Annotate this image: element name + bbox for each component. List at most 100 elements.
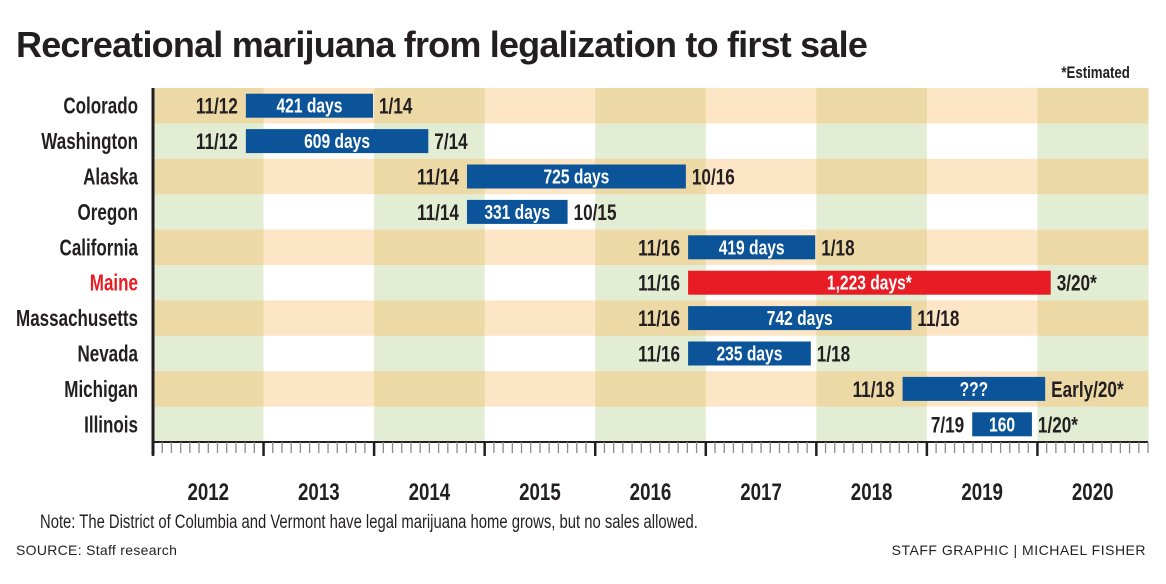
grid-cell — [484, 265, 596, 301]
state-label-massachusetts: Massachusetts — [16, 307, 138, 332]
grid-cell — [705, 406, 817, 443]
bar-alaska — [466, 164, 686, 189]
grid-cell — [263, 229, 375, 266]
legalization-date-label: 11/18 — [853, 378, 895, 403]
grid-cell — [705, 88, 817, 124]
grid-cell — [595, 406, 707, 443]
legalization-date-label: 11/14 — [417, 166, 459, 191]
grid-cell — [926, 229, 1038, 266]
grid-cell — [374, 194, 486, 231]
grid-cell — [926, 300, 1038, 337]
grid-cell — [816, 123, 928, 160]
grid-cell — [705, 194, 817, 231]
estimated-footnote: *Estimated — [1061, 63, 1130, 82]
grid-cell — [816, 158, 928, 195]
legalization-date-label: 11/16 — [638, 307, 680, 332]
year-tick-label: 2016 — [630, 479, 672, 506]
bar-duration-label: 160 — [989, 413, 1015, 435]
grid-cell — [595, 123, 707, 160]
first-sale-date-label: 1/20* — [1038, 413, 1078, 438]
bar-massachusetts — [688, 306, 912, 331]
grid-cell — [595, 88, 707, 124]
grid-cell — [705, 123, 817, 160]
first-sale-date-label: 10/16 — [692, 166, 735, 191]
grid-cell — [705, 371, 817, 408]
grid-cell — [595, 371, 707, 408]
first-sale-date-label: 1/18 — [817, 343, 850, 368]
grid-cell — [484, 300, 596, 337]
grid-cell — [816, 194, 928, 231]
state-label-maine: Maine — [90, 271, 138, 296]
grid-cell — [1037, 229, 1149, 266]
bar-illinois — [972, 412, 1032, 437]
grid-cell — [1037, 371, 1149, 408]
bar-california — [688, 235, 816, 260]
chart-title: Recreational marijuana from legalization… — [16, 24, 868, 65]
grid-cell — [153, 335, 265, 372]
grid-cell — [153, 300, 265, 337]
state-label-colorado: Colorado — [63, 94, 138, 119]
grid-cell — [595, 300, 707, 337]
grid-cell — [153, 88, 265, 124]
grid-cell — [153, 158, 265, 195]
legalization-date-label: 11/14 — [417, 201, 459, 226]
grid-cell — [1037, 406, 1149, 443]
grid-cell — [926, 194, 1038, 231]
grid-cell — [1037, 265, 1149, 301]
grid-cell — [374, 265, 486, 301]
first-sale-date-label: 11/18 — [917, 307, 959, 332]
bar-duration-label: ??? — [960, 378, 989, 400]
legalization-date-label: 11/12 — [196, 130, 238, 155]
grid-cell — [1037, 194, 1149, 231]
year-tick-label: 2012 — [187, 479, 229, 506]
year-tick-label: 2020 — [1072, 479, 1114, 506]
grid-cell — [263, 194, 375, 231]
first-sale-date-label: 3/20* — [1057, 272, 1097, 297]
grid-cell — [595, 335, 707, 372]
state-label-illinois: Illinois — [84, 413, 138, 438]
year-tick-label: 2018 — [851, 479, 893, 506]
legalization-date-label: 11/16 — [638, 272, 680, 297]
grid-cell — [816, 335, 928, 372]
grid-cell — [926, 335, 1038, 372]
state-labels: Colorado Washington Alaska Oregon California… — [16, 94, 139, 438]
grid-cell — [374, 158, 486, 195]
grid-cell — [926, 88, 1038, 124]
grid-cell — [374, 371, 486, 408]
grid-cell — [263, 335, 375, 372]
bar-maine — [688, 270, 1051, 295]
bar-duration-label: 609 days — [304, 130, 370, 152]
grid-cell — [374, 335, 486, 372]
first-sale-date-label: 1/14 — [379, 95, 412, 120]
grid-cell — [263, 300, 375, 337]
grid-cell — [153, 194, 265, 231]
credit-line: STAFF GRAPHIC | MICHAEL FISHER — [891, 542, 1146, 558]
grid-cell — [926, 158, 1038, 195]
grid-cell — [374, 300, 486, 337]
x-axis: 2012 2013 2014 2015 2016 2017 2018 2019 2020 — [151, 88, 1149, 506]
source-line: SOURCE: Staff research — [16, 542, 178, 558]
grid-cell — [153, 371, 265, 408]
grid-cell — [595, 265, 707, 301]
legalization-date-label: 7/19 — [931, 413, 964, 438]
bars-layer: 421 days 11/12 1/14 609 days 11/12 7/14 725 da… — [196, 93, 1124, 438]
grid-cell — [153, 123, 265, 160]
year-tick-label: 2013 — [298, 479, 340, 506]
bar-duration-label: 742 days — [767, 307, 833, 329]
grid-cell — [1037, 335, 1149, 372]
bar-duration-label: 421 days — [276, 95, 342, 117]
bar-colorado — [245, 93, 374, 118]
grid-cell — [926, 123, 1038, 160]
legalization-date-label: 11/16 — [638, 236, 680, 261]
first-sale-date-label: Early/20* — [1051, 378, 1124, 403]
year-tick-label: 2019 — [961, 479, 1003, 506]
bar-duration-label: 331 days — [484, 201, 550, 223]
grid-cell — [484, 335, 596, 372]
bar-duration-label: 419 days — [719, 236, 785, 258]
grid-cell — [484, 123, 596, 160]
state-label-michigan: Michigan — [64, 378, 138, 403]
state-label-washington: Washington — [41, 130, 138, 155]
state-label-california: California — [60, 236, 139, 261]
grid-cell — [263, 371, 375, 408]
grid-cell — [595, 229, 707, 266]
